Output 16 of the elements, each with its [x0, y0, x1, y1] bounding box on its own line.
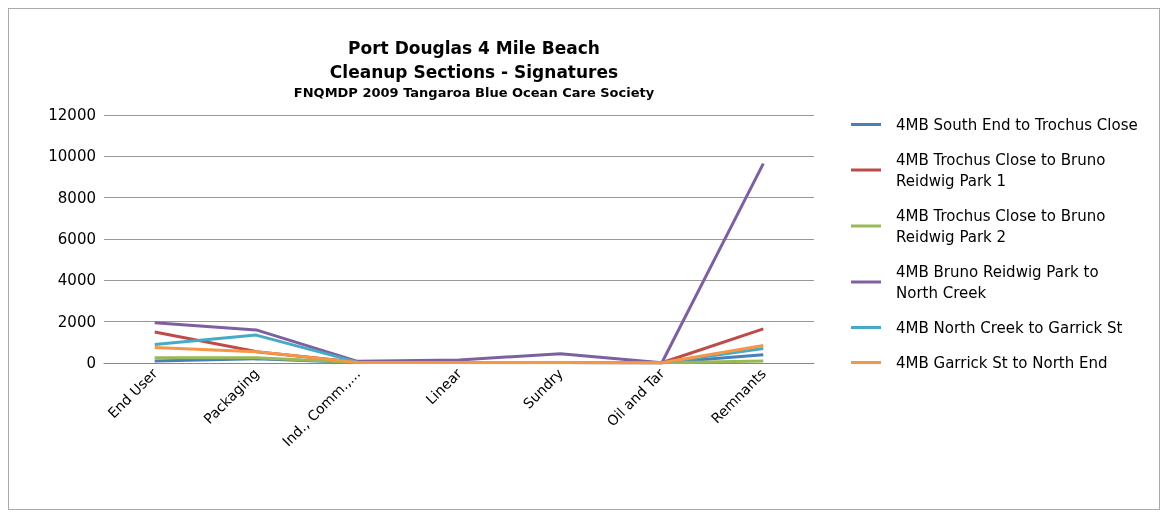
legend-label: 4MB Trochus Close to Bruno Reidwig Park 1: [896, 150, 1111, 190]
legend-label: 4MB Bruno Reidwig Park to North Creek: [896, 262, 1104, 302]
y-tick-label: 4000: [57, 271, 96, 290]
y-tick-label: 2000: [57, 312, 96, 331]
y-tick-label: 10000: [48, 147, 96, 166]
legend-label: 4MB South End to Trochus Close: [896, 115, 1138, 134]
chart-subtitle: FNQMDP 2009 Tangaroa Blue Ocean Care Society: [293, 85, 655, 100]
y-tick-label: 8000: [57, 188, 96, 207]
legend-label: 4MB Trochus Close to Bruno Reidwig Park 2: [896, 206, 1111, 246]
line-series: [153, 343, 765, 365]
legend-label: 4MB North Creek to Garrick St: [896, 318, 1123, 337]
y-tick-label: 0: [86, 354, 96, 372]
y-tick-label: 12000: [48, 106, 96, 124]
y-tick-label: 6000: [57, 230, 96, 248]
chart-title: Port Douglas 4 Mile Beach Cleanup Sections - Signatures: [329, 38, 619, 82]
legend-label: 4MB Garrick St to North End: [896, 353, 1108, 372]
